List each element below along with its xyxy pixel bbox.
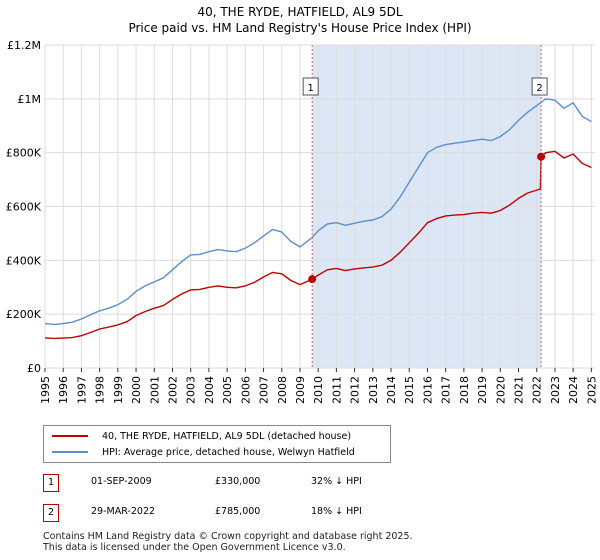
legend: 40, THE RYDE, HATFIELD, AL9 5DL (detache… [43, 425, 391, 463]
hpi-line [44, 98, 592, 326]
x-tick-label: 2023 [549, 376, 562, 404]
x-tick-label: 1996 [57, 376, 70, 404]
transaction-price: £785,000 [215, 506, 261, 517]
x-tick-label: 2013 [367, 376, 380, 404]
x-tick-label: 2017 [440, 376, 453, 404]
sale-point [537, 152, 546, 161]
legend-swatch-hpi [52, 451, 88, 453]
sale-label-box [531, 77, 548, 96]
x-tick-label: 2022 [531, 376, 544, 404]
x-tick-label: 2018 [458, 376, 471, 404]
x-tick-label: 2000 [130, 376, 143, 404]
x-tick-label: 2008 [276, 376, 289, 404]
transaction-number: 2 [43, 504, 59, 522]
transaction-row: 2 29-MAR-2022 £785,000 18% ↓ HPI [43, 504, 583, 524]
transaction-number: 1 [43, 474, 59, 492]
price-chart: £0 £200K £400K £600K £800K £1M £1.2M 1995 1996 19… [6, 39, 599, 404]
x-tick-label: 2002 [166, 376, 179, 404]
y-tick-label: £200K [6, 308, 42, 321]
x-tick-label: 2004 [203, 376, 216, 404]
footer-copyright: Contains HM Land Registry data © Crown c… [43, 531, 413, 542]
sale-label: 1 [307, 83, 313, 94]
y-tick-label: £800K [6, 147, 42, 160]
legend-swatch-property [52, 435, 88, 437]
transaction-hpi-diff: 32% ↓ HPI [311, 476, 362, 487]
x-tick-label: 2016 [421, 376, 434, 404]
x-tick-label: 2007 [258, 376, 271, 404]
property-price-line [44, 150, 592, 340]
x-tick-label: 2001 [148, 376, 161, 404]
y-tick-label: £600K [6, 201, 42, 214]
transaction-date: 01-SEP-2009 [91, 476, 152, 487]
x-tick-label: 2010 [312, 376, 325, 404]
y-tick-label: £400K [6, 254, 42, 267]
x-tick-label: 2020 [494, 376, 507, 404]
footer: Contains HM Land Registry data © Crown c… [43, 531, 413, 553]
legend-item-property: 40, THE RYDE, HATFIELD, AL9 5DL (detache… [52, 428, 351, 444]
x-tick-label: 2015 [403, 376, 416, 404]
x-tick-label: 2005 [221, 376, 234, 404]
transaction-hpi-diff: 18% ↓ HPI [311, 506, 362, 517]
y-tick-label: £1.2M [7, 39, 41, 52]
sale-label-box [302, 77, 319, 96]
sale-point [308, 275, 317, 284]
transaction-price: £330,000 [215, 476, 261, 487]
legend-label-hpi: HPI: Average price, detached house, Welw… [102, 446, 355, 458]
transaction-row: 1 01-SEP-2009 £330,000 32% ↓ HPI [43, 474, 583, 494]
x-tick-label: 1998 [94, 376, 107, 404]
footer-license: This data is licensed under the Open Gov… [43, 542, 346, 553]
x-tick-label: 2024 [567, 376, 580, 404]
transaction-date: 29-MAR-2022 [91, 506, 156, 517]
x-tick-label: 2009 [294, 376, 307, 404]
x-tick-label: 2021 [513, 376, 526, 404]
chart-title: 40, THE RYDE, HATFIELD, AL9 5DL [197, 5, 403, 19]
y-tick-label: £1M [18, 93, 42, 106]
x-tick-label: 2019 [476, 376, 489, 404]
y-tick-label: £0 [27, 362, 41, 375]
x-tick-label: 2011 [330, 376, 343, 404]
x-tick-label: 2003 [185, 376, 198, 404]
sale-label: 2 [536, 83, 542, 94]
x-tick-label: 2006 [239, 376, 252, 404]
legend-label-property: 40, THE RYDE, HATFIELD, AL9 5DL (detache… [102, 430, 352, 442]
chart-subtitle: Price paid vs. HM Land Registry's House … [128, 21, 472, 35]
x-tick-label: 1995 [39, 376, 52, 404]
legend-item-hpi: HPI: Average price, detached house, Welw… [52, 444, 355, 460]
x-tick-label: 2014 [385, 376, 398, 404]
x-tick-label: 2012 [349, 376, 362, 404]
x-tick-label: 1997 [75, 376, 88, 404]
x-tick-label: 2025 [585, 376, 598, 404]
x-tick-label: 1999 [112, 376, 125, 404]
